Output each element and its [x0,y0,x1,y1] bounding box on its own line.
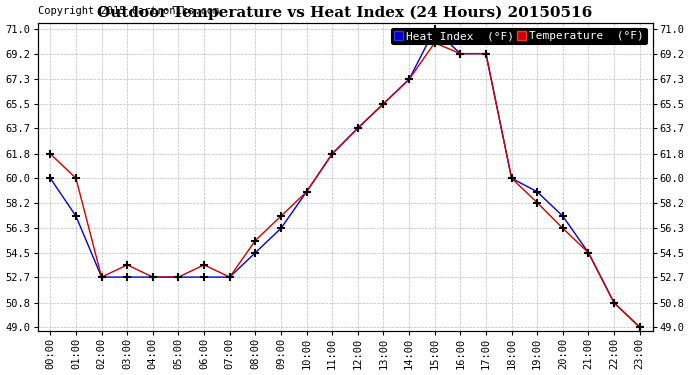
Text: Copyright 2015 Cartronics.com: Copyright 2015 Cartronics.com [37,6,219,16]
Title: Outdoor Temperature vs Heat Index (24 Hours) 20150516: Outdoor Temperature vs Heat Index (24 Ho… [97,6,593,20]
Legend: Heat Index  (°F), Temperature  (°F): Heat Index (°F), Temperature (°F) [391,28,647,44]
